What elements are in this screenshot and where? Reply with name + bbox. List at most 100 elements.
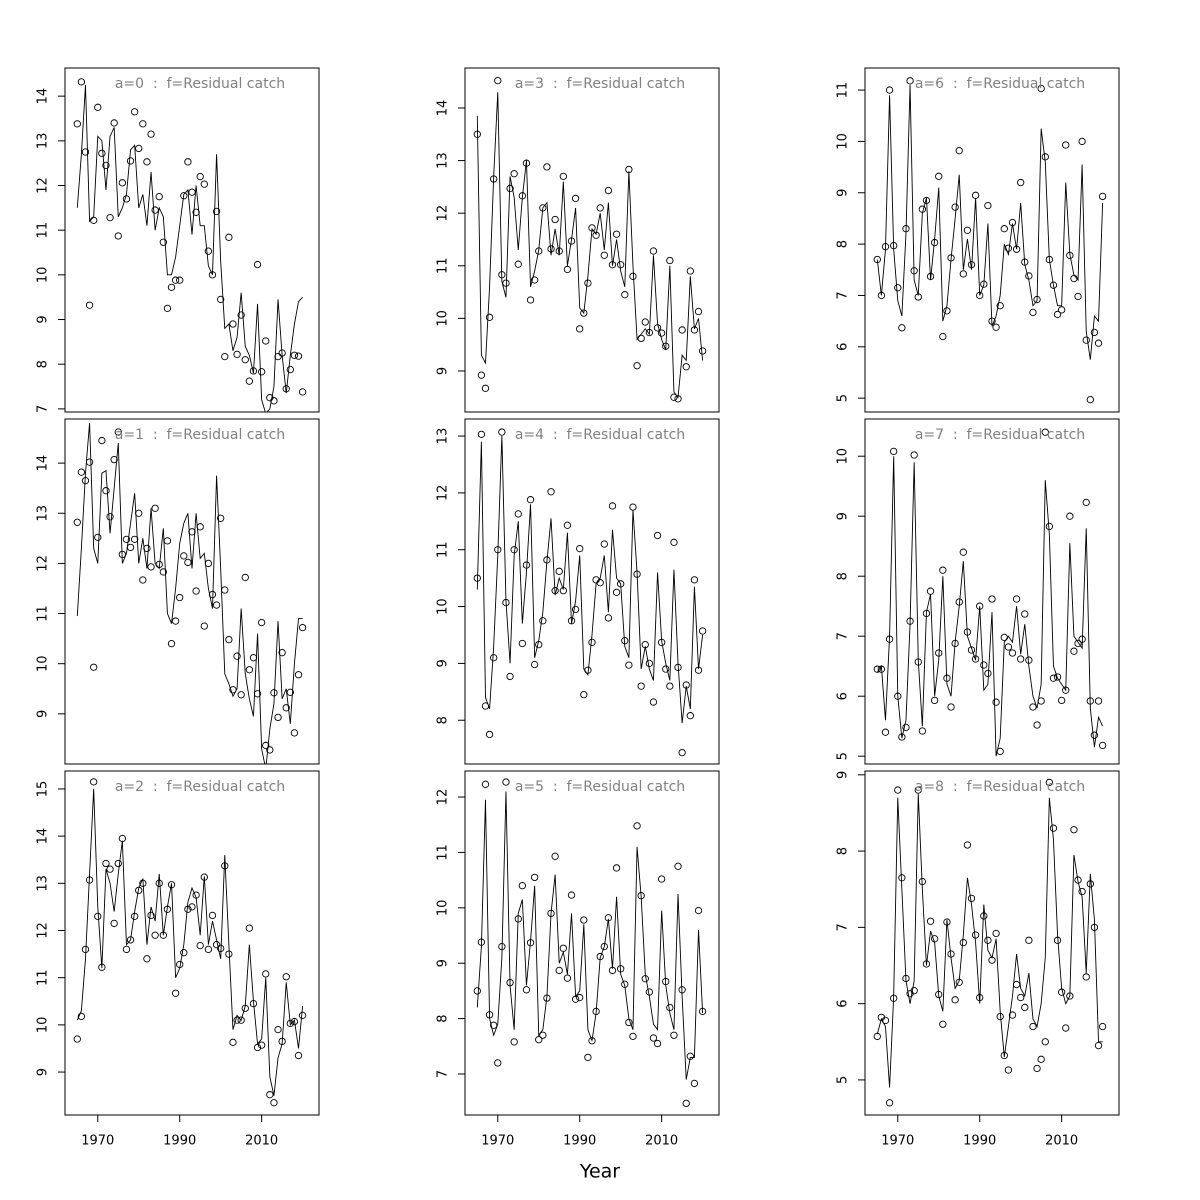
x-tick-label: 1970 bbox=[481, 1134, 514, 1149]
y-tick-label: 11 bbox=[836, 82, 851, 99]
data-point bbox=[1021, 1003, 1029, 1012]
data-point bbox=[498, 428, 506, 436]
data-point bbox=[225, 233, 233, 241]
data-point bbox=[1049, 281, 1058, 289]
data-point bbox=[1074, 639, 1082, 648]
data-point bbox=[984, 936, 992, 944]
y-tick-label: 11 bbox=[436, 541, 451, 558]
y-tick-label: 10 bbox=[836, 448, 851, 465]
data-point bbox=[481, 780, 490, 788]
data-point bbox=[670, 393, 678, 401]
data-point bbox=[473, 987, 481, 995]
data-point bbox=[270, 397, 278, 405]
data-point bbox=[1098, 741, 1107, 750]
data-point bbox=[1053, 310, 1062, 319]
y-tick-label: 12 bbox=[36, 922, 51, 939]
data-point bbox=[955, 147, 963, 155]
plot-area bbox=[473, 428, 707, 757]
data-point bbox=[698, 627, 707, 635]
data-point bbox=[286, 688, 294, 696]
data-point bbox=[649, 1034, 658, 1042]
data-point bbox=[217, 295, 225, 304]
data-point bbox=[563, 974, 572, 982]
data-point bbox=[126, 157, 135, 165]
y-tick-label: 11 bbox=[36, 605, 51, 622]
data-point bbox=[106, 865, 114, 873]
data-point bbox=[278, 649, 286, 657]
data-point bbox=[588, 1037, 596, 1045]
panel: 5 6 7 8 9 1970 1990 2010 a=8 : f=Residual catch bbox=[836, 770, 1120, 1149]
data-point bbox=[110, 119, 118, 127]
fitted-line bbox=[876, 793, 1103, 1088]
data-point bbox=[571, 194, 580, 203]
data-point bbox=[959, 270, 967, 278]
plot-area bbox=[873, 778, 1107, 1107]
data-point bbox=[180, 192, 188, 200]
data-point bbox=[106, 513, 114, 521]
data-point bbox=[1070, 647, 1078, 655]
data-point bbox=[126, 936, 135, 944]
data-point bbox=[939, 566, 947, 574]
data-point bbox=[233, 350, 241, 359]
y-tick-label: 8 bbox=[36, 360, 51, 368]
data-point bbox=[481, 384, 490, 392]
plot-area bbox=[73, 778, 307, 1107]
data-point bbox=[298, 623, 307, 632]
data-point bbox=[221, 352, 229, 361]
data-point bbox=[530, 660, 539, 669]
y-tick-label: 9 bbox=[836, 512, 851, 520]
data-point bbox=[485, 313, 494, 321]
y-tick-label: 9 bbox=[36, 1068, 51, 1076]
data-point bbox=[147, 130, 155, 138]
y-tick-label: 9 bbox=[836, 189, 851, 197]
data-point bbox=[1012, 595, 1021, 603]
data-point bbox=[686, 267, 694, 275]
x-tick-label: 1990 bbox=[563, 1134, 596, 1149]
data-point bbox=[551, 215, 559, 224]
data-point bbox=[290, 351, 299, 359]
fitted-line bbox=[476, 92, 704, 399]
y-tick-label: 11 bbox=[36, 969, 51, 986]
data-point bbox=[1082, 498, 1090, 507]
data-point bbox=[1008, 649, 1017, 657]
data-point bbox=[576, 993, 584, 1002]
data-point bbox=[204, 247, 213, 255]
data-point bbox=[992, 323, 1000, 331]
data-point bbox=[653, 531, 662, 540]
data-point bbox=[584, 1053, 592, 1062]
y-tick-label: 14 bbox=[36, 828, 51, 845]
data-point bbox=[510, 1038, 518, 1046]
data-point bbox=[1094, 339, 1103, 347]
fitted-line bbox=[76, 422, 303, 764]
plot-frame bbox=[64, 418, 320, 765]
y-tick-label: 13 bbox=[36, 505, 51, 522]
data-point bbox=[555, 567, 563, 575]
plot-area bbox=[73, 422, 307, 764]
data-point bbox=[1045, 778, 1054, 787]
data-point bbox=[114, 428, 122, 436]
plot-area bbox=[873, 77, 1107, 404]
data-point bbox=[110, 919, 118, 928]
data-point bbox=[530, 873, 539, 882]
data-point bbox=[490, 1021, 498, 1029]
data-point bbox=[1090, 328, 1099, 337]
data-point bbox=[262, 741, 270, 750]
data-point bbox=[200, 622, 208, 630]
y-tick-label: 5 bbox=[836, 752, 851, 760]
y-tick-label: 9 bbox=[436, 367, 451, 375]
panel-title: a=4 : f=Residual catch bbox=[515, 427, 685, 443]
y-tick-label: 12 bbox=[436, 205, 451, 222]
x-tick-label: 1970 bbox=[881, 1134, 914, 1149]
data-point bbox=[502, 778, 510, 786]
plot-frame bbox=[464, 418, 720, 765]
data-point bbox=[159, 238, 167, 246]
data-point bbox=[939, 1020, 947, 1028]
data-point bbox=[984, 201, 992, 210]
data-point bbox=[1082, 973, 1090, 981]
data-point bbox=[678, 748, 686, 757]
data-point bbox=[298, 1011, 307, 1020]
y-tick-label: 7 bbox=[836, 291, 851, 299]
data-point bbox=[682, 1099, 690, 1108]
y-tick-label: 10 bbox=[836, 133, 851, 150]
data-point bbox=[1004, 1066, 1013, 1074]
